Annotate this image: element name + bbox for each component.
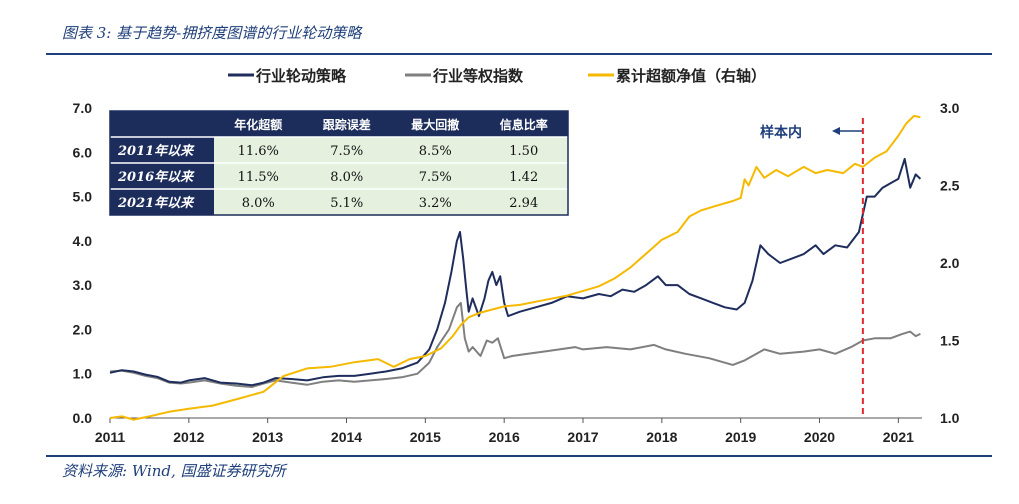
series-group <box>109 114 922 421</box>
table-cell: 7.5% <box>330 144 363 159</box>
y-left-tick-label: 5.0 <box>73 189 93 205</box>
table-border <box>109 110 569 216</box>
in-sample-arrow-head <box>832 127 840 135</box>
table-row-bg <box>214 189 568 215</box>
source-note: 资料来源: Wind, 国盛证券研究所 <box>62 462 286 480</box>
chart-title: 图表 3: 基于趋势-拥挤度图谱的行业轮动策略 <box>62 24 362 42</box>
y-left-tick-label: 4.0 <box>73 233 93 249</box>
y-left-tick-label: 6.0 <box>73 144 93 160</box>
table-cell: 1.42 <box>509 170 538 185</box>
table-cell: 8.0% <box>330 170 363 185</box>
axes: 2011 2012 2013 2014 2015 2016 2017 2018 2019 2020… <box>73 100 960 445</box>
y-right-tick-label: 1.5 <box>940 333 960 349</box>
table-cell: 7.5% <box>419 170 452 185</box>
x-tick-label: 2013 <box>252 429 283 445</box>
x-tick-label: 2019 <box>725 429 756 445</box>
x-tick-label: 2018 <box>646 429 677 445</box>
legend-label: 行业等权指数 <box>432 67 524 85</box>
x-tick-label: 2020 <box>804 429 835 445</box>
x-tick-label: 2011 <box>95 429 126 445</box>
table-header-bg <box>214 111 568 137</box>
y-left-tick-label: 0.0 <box>73 410 93 426</box>
table-cell: 8.0% <box>242 196 275 211</box>
y-right-tick-label: 1.0 <box>940 410 960 426</box>
series-line <box>109 114 921 421</box>
y-right-tick-label: 2.5 <box>940 178 960 194</box>
table-row-label-bg <box>110 189 214 215</box>
x-tick-label: 2017 <box>567 429 598 445</box>
table-col-header: 跟踪误差 <box>323 117 371 132</box>
y-left-tick-label: 7.0 <box>73 100 93 116</box>
table-row-bg <box>214 163 568 189</box>
x-tick-label: 2015 <box>410 429 441 445</box>
table-col-header: 最大回撤 <box>411 117 459 132</box>
y-left-tick-label: 1.0 <box>73 366 93 382</box>
top-rule <box>46 53 992 55</box>
table-row-bg <box>214 137 568 163</box>
table-corner <box>110 111 214 137</box>
legend-label: 行业轮动策略 <box>255 67 347 85</box>
x-tick-label: 2016 <box>489 429 520 445</box>
table-row-label-bg <box>110 163 214 189</box>
bottom-rule <box>46 455 992 457</box>
series-line <box>109 157 922 387</box>
table-row-label: 2021年以来 <box>117 195 195 211</box>
x-tick-label: 2014 <box>331 429 362 445</box>
y-left-tick-label: 3.0 <box>73 277 93 293</box>
table-cell: 3.2% <box>419 196 452 211</box>
stats-table: 年化超额 跟踪误差 最大回撤 信息比率 2011年以来 11.6% 7.5% 8.5% 1.50… <box>109 110 569 216</box>
in-sample-marker: 样本内 <box>760 118 864 418</box>
y-right-tick-label: 2.0 <box>940 255 960 271</box>
table-col-header: 年化超额 <box>234 117 282 132</box>
x-tick-label: 2012 <box>173 429 204 445</box>
table-row-label-bg <box>110 137 214 163</box>
table-cell: 8.5% <box>419 144 452 159</box>
x-tick-label: 2021 <box>883 429 914 445</box>
y-right-tick-label: 3.0 <box>940 100 960 116</box>
series-line <box>109 301 921 388</box>
table-cell: 5.1% <box>330 196 363 211</box>
table-row-label: 2011年以来 <box>117 143 195 159</box>
table-row-label: 2016年以来 <box>117 169 195 185</box>
table-cell: 1.50 <box>509 144 538 159</box>
legend: 行业轮动策略 行业等权指数 累计超额净值（右轴） <box>228 67 766 85</box>
table-cell: 11.5% <box>238 170 279 185</box>
legend-label: 累计超额净值（右轴） <box>616 67 766 85</box>
y-left-tick-label: 2.0 <box>73 321 93 337</box>
table-col-header: 信息比率 <box>500 117 548 132</box>
table-cell: 2.94 <box>509 196 538 211</box>
table-cell: 11.6% <box>238 144 279 159</box>
in-sample-label: 样本内 <box>760 124 802 141</box>
